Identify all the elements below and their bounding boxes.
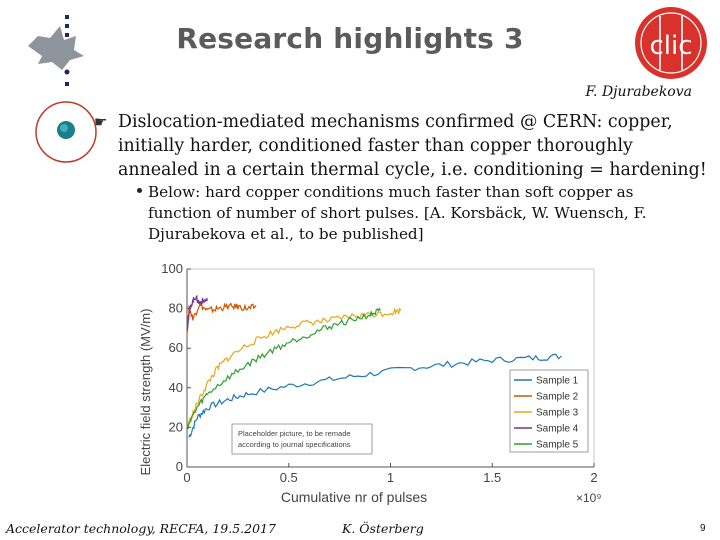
x-tick-label: 0 [183,470,190,485]
page-number: 9 [700,523,706,534]
y-axis-label: Electric field strength (MV/m) [138,309,153,476]
x-tick-label: 1.5 [483,470,501,485]
series-line-sample-1 [188,353,562,438]
university-helmet-logo-icon [28,15,84,86]
sub-bullet-text: Below: hard copper conditions much faste… [148,183,647,243]
series-line-sample-2 [186,301,257,336]
clic-logo-icon: clic [635,7,707,79]
clic-logo-text: clic [649,31,692,61]
x-tick-label: 1 [387,470,394,485]
y-tick-label: 0 [176,459,183,474]
chart-legend: Sample 1 Sample 2 Sample 3 Sample 4 Sample 5 [509,369,589,453]
legend-entry: Sample 4 [536,424,579,435]
slide-title: Research highlights 3 [176,22,524,55]
svg-text:according to journal specifica: according to journal specifications [238,440,351,449]
footer-left-text: Accelerator technology, RECFA, 19.5.2017 [6,521,276,536]
legend-entry: Sample 3 [536,408,579,419]
placeholder-note: Placeholder picture, to be remade accord… [231,423,373,455]
x-axis-label: Cumulative nr of pulses [281,489,427,505]
legend-entry: Sample 1 [536,376,579,387]
legend-entry: Sample 5 [536,440,579,451]
x-tick-label: 2 [590,470,597,485]
series-line-sample-3 [186,306,402,428]
svg-text:Placeholder picture, to be rem: Placeholder picture, to be remade [238,429,351,438]
main-bullet-text: Dislocation-mediated mechanisms confirme… [118,112,707,180]
y-tick-label: 80 [169,301,183,316]
y-tick-label: 60 [169,340,183,355]
chart-series-group [186,294,562,438]
footer-center-text: K. Österberg [342,521,424,536]
orbit-icon [35,101,97,163]
x-axis-multiplier: ×10⁹ [576,491,602,505]
legend-entry: Sample 2 [536,392,579,403]
x-tick-label: 0.5 [280,470,298,485]
y-tick-label: 20 [169,419,183,434]
hand-pointer-icon: ☛ [94,113,108,131]
series-line-sample-5 [186,307,381,430]
author-name: F. Djurabekova [585,84,692,100]
legend-box [509,369,589,453]
y-tick-label: 40 [169,380,183,395]
series-line-sample-4 [186,294,208,332]
y-tick-label: 100 [161,261,183,276]
dot-icon [137,188,142,193]
